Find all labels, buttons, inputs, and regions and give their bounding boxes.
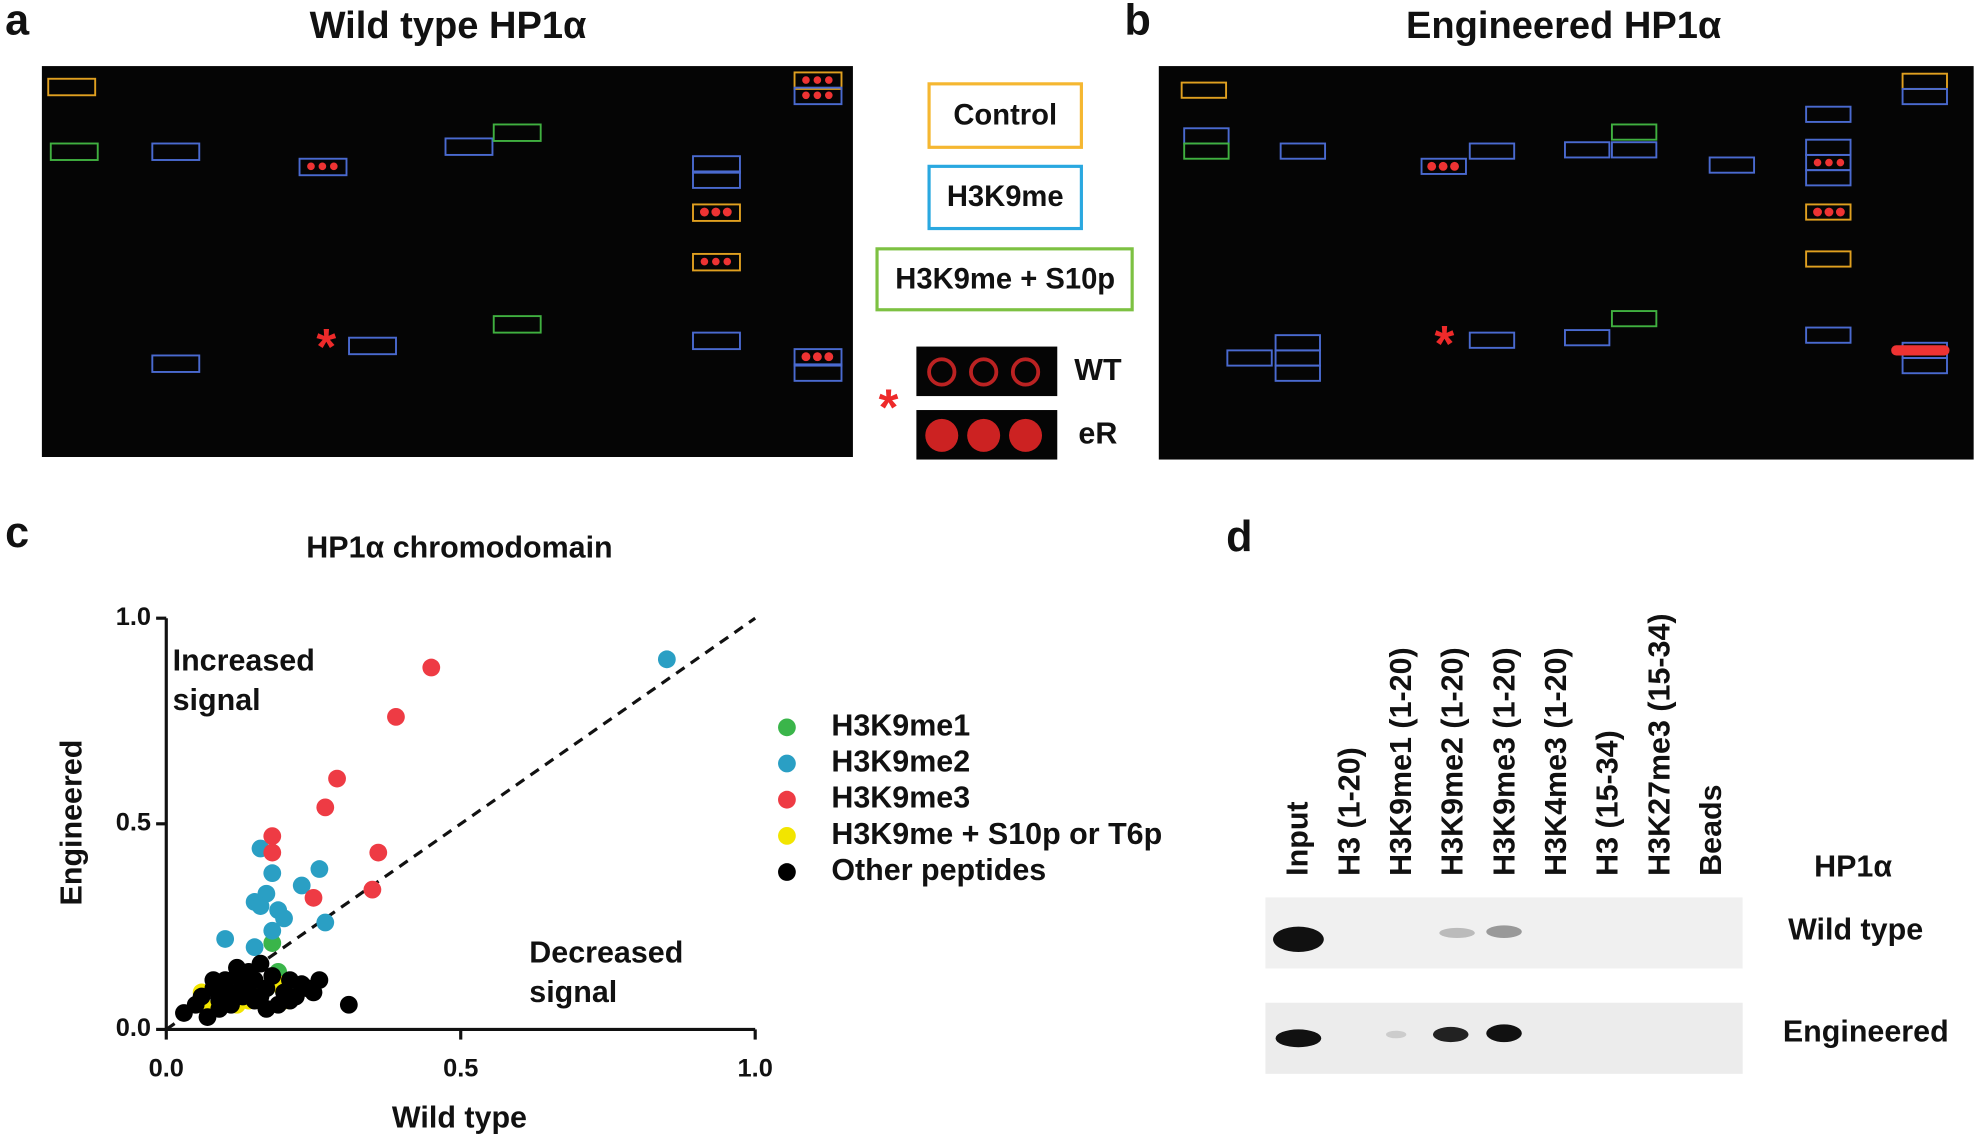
lane-label: H3K9me2 (1-20) <box>1436 647 1470 876</box>
scatter-point <box>422 658 441 677</box>
scatter-point <box>304 888 323 907</box>
scatter-point <box>310 860 329 878</box>
legend-marker <box>778 754 796 773</box>
y-tick-label: 0.0 <box>116 1014 151 1042</box>
scatter-point <box>245 938 264 957</box>
scatter-point <box>228 958 246 977</box>
y-tick-label: 1.0 <box>116 603 151 631</box>
lane-label: Beads <box>1694 784 1728 875</box>
microarray-image <box>1158 66 1974 460</box>
lane-label: H3 (1-20) <box>1332 747 1366 876</box>
lane-label: H3K27me3 (15-34) <box>1642 613 1676 875</box>
row-label: Engineered <box>1783 1014 1949 1048</box>
annotation: Decreased signal <box>529 936 692 1009</box>
scatter-point <box>328 769 346 788</box>
asterisk: * <box>1435 315 1455 372</box>
panel-letter: d <box>1226 513 1252 561</box>
panel-title: Engineered HP1α <box>1406 5 1722 47</box>
legend-label: H3K9me2 <box>831 745 970 779</box>
lane-label: H3K4me3 (1-20) <box>1539 647 1573 876</box>
lane-label: H3 (15-34) <box>1591 730 1625 876</box>
scatter-point <box>369 843 388 862</box>
scatter-point <box>251 954 270 973</box>
legend-label: Other peptides <box>831 853 1046 887</box>
western-blot: Input H3 (1-20) H3K9me1 (1-20) H3K9me2 (1-2… <box>1265 613 1743 1074</box>
scatter-point <box>263 934 282 952</box>
scatter-point <box>339 995 358 1014</box>
scatter-point <box>216 930 235 948</box>
scatter-point <box>292 876 311 895</box>
scatter-point <box>363 880 382 899</box>
protein-label: HP1α <box>1814 849 1892 883</box>
scatter-point <box>263 921 282 940</box>
legend-label: H3K9me1 <box>831 708 970 742</box>
lane-label: H3K9me3 (1-20) <box>1487 647 1521 876</box>
scatter-point <box>263 843 282 862</box>
scatter-point <box>263 967 282 985</box>
panel-letter: b <box>1125 0 1151 44</box>
x-axis-title: Wild type <box>392 1101 527 1135</box>
legend-marker <box>778 863 796 881</box>
scatter-point <box>204 971 223 989</box>
x-tick-label: 0.0 <box>149 1055 184 1083</box>
legend-marker <box>778 826 796 845</box>
scatter-point <box>316 798 335 817</box>
asterisk: * <box>879 379 899 436</box>
annotation: Increased signal <box>173 644 324 717</box>
legend-box <box>927 164 1083 231</box>
y-axis-title: Engineered <box>55 740 89 906</box>
row-label: Wild type <box>1788 913 1923 947</box>
scatter-point <box>275 909 293 928</box>
legend-label: H3K9me + S10p or T6p <box>831 817 1162 851</box>
scatter-point <box>263 864 282 883</box>
legend-marker <box>778 790 796 809</box>
scatter-point <box>310 971 329 989</box>
x-tick-label: 0.5 <box>443 1055 478 1083</box>
identity-line <box>165 616 757 1031</box>
scatter-point <box>316 913 335 932</box>
panel-letter: c <box>5 509 29 557</box>
asterisk: * <box>316 318 336 375</box>
legend-label: H3K9me + S10p <box>895 263 1115 295</box>
scatter-chart: HP1α chromodomain Wild type Engineered 0… <box>55 531 1163 1135</box>
legend-label: H3K9me <box>947 181 1064 213</box>
panel-letter: a <box>5 0 30 44</box>
inset-label: WT <box>1074 353 1122 387</box>
lane-label: Input <box>1281 801 1315 875</box>
scatter-point <box>387 708 405 726</box>
chart-title: HP1α chromodomain <box>306 531 612 565</box>
scatter-point <box>281 991 299 1010</box>
legend-box <box>875 247 1134 312</box>
inset-image <box>916 346 1058 460</box>
panel-title: Wild type HP1α <box>310 5 587 47</box>
x-tick-label: 1.0 <box>738 1055 773 1083</box>
scatter-point <box>657 650 676 669</box>
scatter-point <box>251 897 270 915</box>
scatter-point <box>251 987 270 1006</box>
legend-marker <box>778 718 796 737</box>
legend-box <box>927 82 1083 149</box>
legend-label: Control <box>953 100 1057 132</box>
inset-label: eR <box>1078 416 1117 450</box>
legend-label: H3K9me3 <box>831 781 970 815</box>
scatter-point <box>263 827 282 846</box>
lane-label: H3K9me1 (1-20) <box>1384 647 1418 876</box>
y-tick-label: 0.5 <box>116 809 151 837</box>
microarray-image <box>41 66 853 458</box>
